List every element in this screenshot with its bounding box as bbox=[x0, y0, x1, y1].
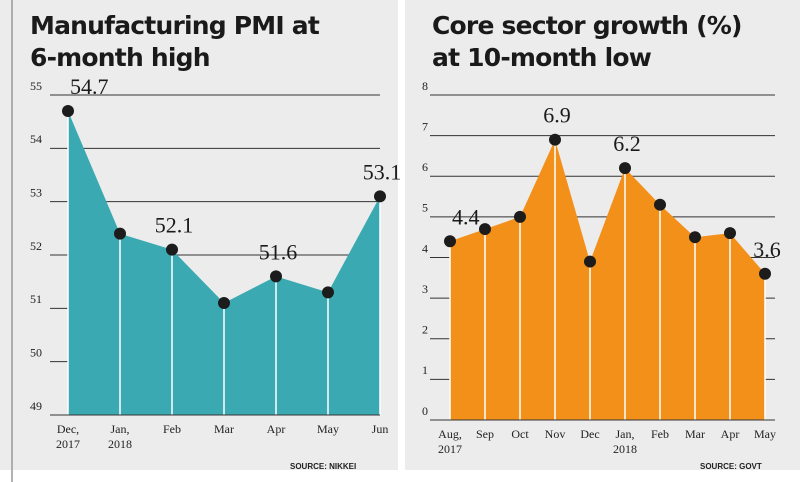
marker bbox=[114, 227, 126, 240]
y-tick-label: 51 bbox=[30, 292, 42, 306]
x-tick-label: Feb bbox=[163, 422, 181, 436]
marker bbox=[166, 243, 178, 256]
x-tick-label: May bbox=[317, 422, 339, 436]
value-label: 6.2 bbox=[613, 131, 641, 156]
marker bbox=[374, 190, 386, 203]
marker bbox=[322, 286, 334, 299]
chart-title: Core sector growth (%) at 10-month low bbox=[432, 11, 742, 72]
x-tick-label: Apr bbox=[720, 427, 740, 441]
y-tick-label: 54 bbox=[30, 132, 42, 146]
y-tick-label: 0 bbox=[422, 404, 428, 418]
x-tick-label: Sep bbox=[476, 427, 494, 441]
source-note: SOURCE: GOVT bbox=[700, 462, 762, 471]
marker bbox=[479, 223, 491, 236]
y-tick-label: 4 bbox=[422, 241, 428, 255]
x-tick-label: Jan, 2018 bbox=[108, 422, 132, 451]
y-tick-label: 2 bbox=[422, 323, 428, 337]
value-label: 3.6 bbox=[753, 237, 781, 262]
y-tick-label: 52 bbox=[30, 239, 42, 253]
marker bbox=[654, 198, 666, 211]
value-label: 52.1 bbox=[155, 213, 194, 238]
y-tick-label: 49 bbox=[30, 399, 42, 413]
x-tick-label: Nov bbox=[544, 427, 566, 441]
y-tick-label: 8 bbox=[422, 79, 428, 93]
x-tick-label: May bbox=[754, 427, 776, 441]
value-label: 53.1 bbox=[363, 159, 402, 184]
x-tick-label: Mar bbox=[685, 427, 705, 441]
x-tick-label: Jan, 2018 bbox=[613, 427, 637, 456]
x-tick-label: Oct bbox=[511, 427, 529, 441]
marker bbox=[514, 210, 526, 223]
marker bbox=[218, 297, 230, 309]
marker bbox=[584, 255, 596, 268]
x-tick-label: Mar bbox=[214, 422, 234, 436]
y-tick-label: 5 bbox=[422, 201, 428, 215]
marker bbox=[62, 105, 74, 117]
value-label: 6.9 bbox=[543, 103, 571, 128]
source-note: SOURCE: NIKKEI bbox=[290, 462, 357, 471]
x-tick-label: Aug, 2017 bbox=[438, 427, 462, 456]
y-tick-label: 50 bbox=[30, 345, 42, 359]
value-label: 54.7 bbox=[70, 74, 109, 99]
area bbox=[450, 139, 765, 420]
y-tick-label: 3 bbox=[422, 282, 428, 296]
value-label: 51.6 bbox=[259, 239, 298, 264]
marker bbox=[759, 267, 771, 280]
x-tick-label: Apr bbox=[266, 422, 286, 436]
value-label: 4.4 bbox=[452, 204, 480, 229]
area bbox=[68, 111, 380, 415]
marker bbox=[619, 162, 631, 175]
marker bbox=[724, 227, 736, 240]
marker bbox=[549, 133, 561, 146]
marker bbox=[444, 235, 456, 248]
chart-title: Manufacturing PMI at 6-month high bbox=[30, 11, 320, 72]
x-tick-label: Feb bbox=[651, 427, 669, 441]
y-tick-label: 6 bbox=[422, 160, 428, 174]
marker bbox=[689, 231, 701, 244]
marker bbox=[270, 270, 282, 283]
y-tick-label: 7 bbox=[422, 119, 428, 133]
y-tick-label: 1 bbox=[422, 363, 428, 377]
y-tick-label: 55 bbox=[30, 79, 42, 93]
x-tick-label: Dec bbox=[580, 427, 600, 441]
y-tick-label: 53 bbox=[30, 185, 42, 199]
x-tick-label: Dec, 2017 bbox=[56, 422, 80, 451]
x-tick-label: Jun bbox=[371, 422, 389, 436]
